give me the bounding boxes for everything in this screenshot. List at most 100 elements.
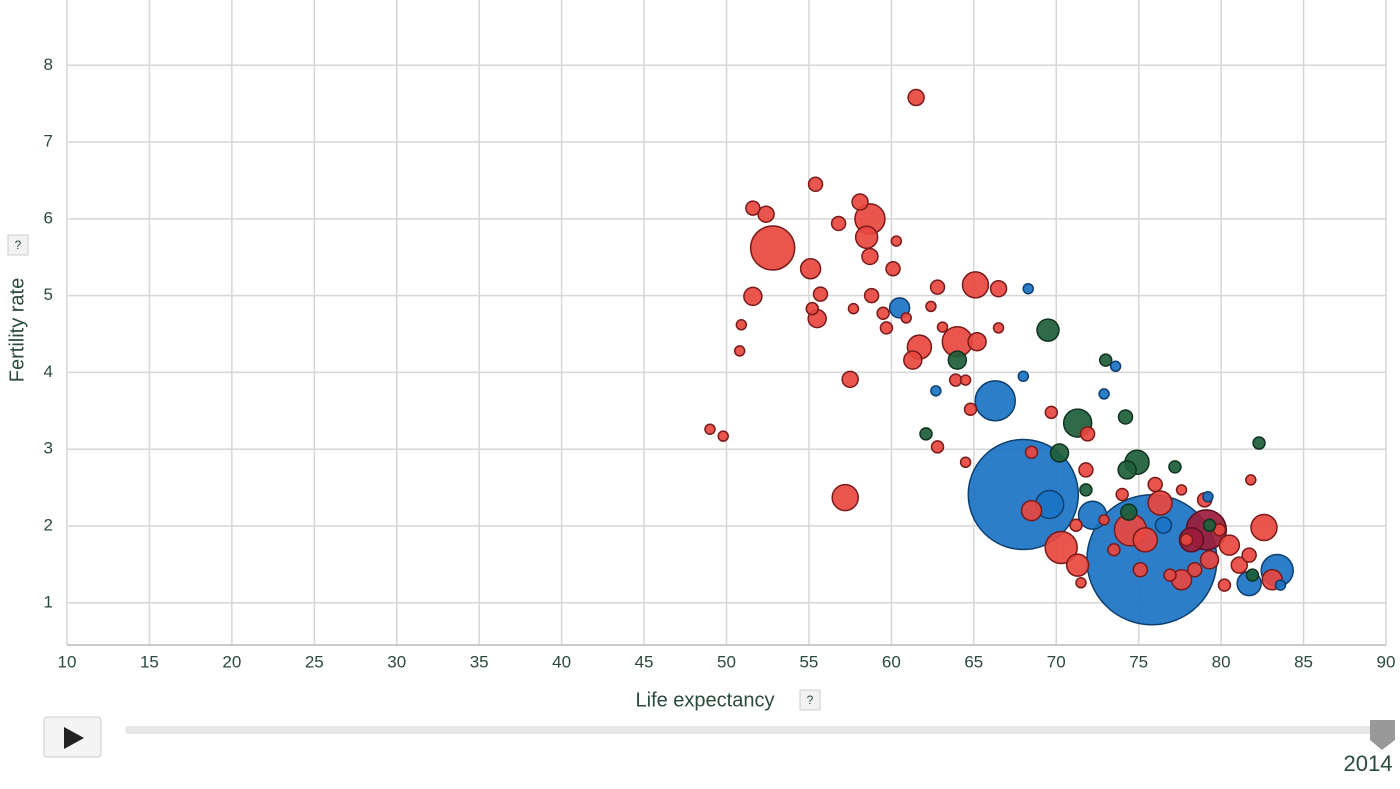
bubble <box>812 286 829 302</box>
bubble <box>925 300 937 313</box>
bubble <box>1115 487 1129 502</box>
y-help-button[interactable] <box>7 234 29 256</box>
bubble <box>1079 426 1096 442</box>
bubble <box>974 380 1016 422</box>
x-tick-label: 80 <box>1212 652 1231 671</box>
bubble <box>947 350 968 370</box>
x-tick-label: 30 <box>387 652 406 671</box>
x-help-button[interactable] <box>799 689 821 711</box>
bubble <box>830 215 847 232</box>
bubble <box>1049 443 1070 463</box>
bubble <box>1168 460 1182 474</box>
x-axis-title: Life expectancy <box>636 689 775 711</box>
y-tick-label: 3 <box>44 439 53 458</box>
x-help-label: ? <box>807 693 814 707</box>
bubble <box>1098 388 1110 400</box>
bubble <box>704 423 716 435</box>
play-icon <box>64 727 84 749</box>
bubble <box>749 225 796 271</box>
bubble <box>1274 579 1287 591</box>
bubble <box>885 261 901 277</box>
x-tick-label: 25 <box>305 652 324 671</box>
x-tick-label: 90 <box>1377 652 1396 671</box>
bubble <box>907 88 925 107</box>
y-tick-label: 2 <box>44 515 53 534</box>
bubble <box>1163 568 1177 582</box>
y-help-label: ? <box>15 238 22 252</box>
bubble <box>1036 318 1060 342</box>
bubble <box>854 225 879 250</box>
x-tick-label: 60 <box>882 652 901 671</box>
bubble <box>745 200 761 216</box>
bubble <box>757 205 775 223</box>
bubble <box>1079 483 1093 497</box>
bubble <box>847 302 860 315</box>
bubble <box>1154 516 1173 534</box>
bubble <box>876 306 890 321</box>
bubble <box>1250 513 1278 542</box>
y-tick-label: 4 <box>44 362 53 381</box>
bubble <box>1044 405 1059 420</box>
bubble <box>1075 577 1087 589</box>
time-slider[interactable] <box>125 726 1383 734</box>
bubble <box>1109 360 1122 373</box>
bubble <box>959 456 972 468</box>
bubble <box>1020 499 1043 522</box>
bubble <box>861 247 879 266</box>
bubble <box>879 321 894 335</box>
bubble <box>1252 436 1266 450</box>
bubble <box>841 370 859 389</box>
bubble <box>1098 514 1110 526</box>
bubble <box>930 440 945 454</box>
x-tick-label: 75 <box>1129 652 1148 671</box>
bubble <box>961 271 990 299</box>
bubble <box>1241 547 1257 563</box>
y-axis-title: Fertility rate <box>6 278 28 382</box>
bubble <box>807 176 824 193</box>
bubble <box>930 385 942 397</box>
x-tick-label: 65 <box>964 652 983 671</box>
y-tick-label: 8 <box>44 55 53 74</box>
y-tick-label: 6 <box>44 208 53 227</box>
bubble <box>735 319 748 331</box>
bubble <box>1245 474 1257 486</box>
bubble <box>733 345 746 357</box>
bubble <box>1132 527 1159 553</box>
x-tick-label: 55 <box>799 652 818 671</box>
bubble <box>1202 491 1214 503</box>
bubble <box>799 258 822 280</box>
y-tick-label: 5 <box>44 285 53 304</box>
bubble <box>1147 490 1173 516</box>
bubble <box>1069 518 1083 532</box>
bubble <box>890 235 903 247</box>
x-tick-label: 85 <box>1294 652 1313 671</box>
bubble <box>1147 476 1163 493</box>
slider-handle[interactable] <box>1370 720 1395 750</box>
bubble <box>1132 562 1149 578</box>
bubble <box>1202 518 1217 532</box>
bubble <box>967 438 1080 551</box>
bubble <box>900 312 912 324</box>
bubble <box>989 279 1008 298</box>
bubble <box>1117 409 1134 425</box>
x-tick-label: 40 <box>552 652 571 671</box>
bubble <box>1199 550 1220 570</box>
bubble <box>1078 462 1094 478</box>
bubble <box>929 279 946 295</box>
bubble <box>1044 530 1078 565</box>
bubble <box>1120 503 1138 521</box>
bubble <box>992 322 1005 334</box>
bubble <box>743 286 763 307</box>
bubble <box>1186 562 1203 578</box>
x-tick-label: 20 <box>222 652 241 671</box>
bubble <box>1218 534 1241 556</box>
bubble <box>1022 282 1034 295</box>
bubble <box>959 374 972 386</box>
bubble <box>851 193 869 211</box>
bubble <box>1098 353 1113 367</box>
bubble <box>1245 568 1260 582</box>
x-tick-label: 15 <box>140 652 159 671</box>
y-tick-label: 1 <box>44 592 53 611</box>
bubble <box>1117 460 1137 480</box>
y-tick-label: 7 <box>44 132 53 151</box>
